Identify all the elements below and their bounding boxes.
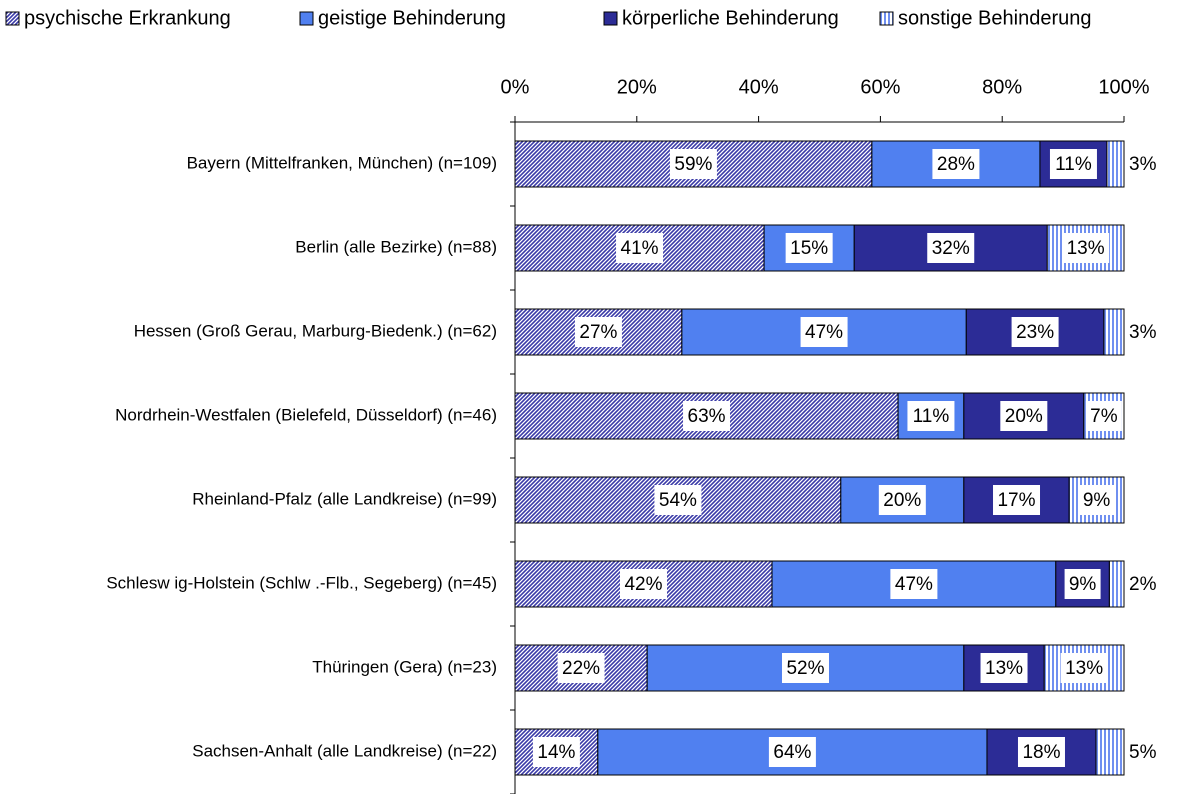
value-label: 11% (913, 406, 950, 427)
value-label: 13% (1067, 238, 1105, 259)
category-label: Sachsen-Anhalt (alle Landkreise) (n=22) (192, 741, 497, 760)
label-box (785, 233, 833, 263)
value-label: 27% (579, 322, 617, 343)
label-box (669, 149, 717, 179)
category-label: Bayern (Mittelfranken, München) (n=109) (187, 153, 497, 172)
label-box (1064, 569, 1101, 599)
label-box (557, 653, 605, 683)
value-label: 59% (674, 154, 712, 175)
legend-swatch (879, 11, 894, 26)
value-label: 64% (773, 742, 811, 763)
label-box (1011, 317, 1059, 347)
label-box (532, 737, 580, 767)
value-label: 52% (786, 658, 824, 679)
value-label: 17% (997, 490, 1035, 511)
label-box (1060, 653, 1108, 683)
x-tick-label: 60% (860, 76, 900, 98)
value-label: 18% (1022, 742, 1060, 763)
value-label: 3% (1129, 322, 1157, 343)
label-box (683, 401, 731, 431)
value-label: 22% (562, 658, 600, 679)
label-box (993, 485, 1041, 515)
value-label: 7% (1090, 406, 1118, 427)
legend-label: sonstige Behinderung (898, 7, 1091, 29)
value-label: 14% (537, 742, 575, 763)
label-box (1085, 401, 1122, 431)
value-label: 2% (1129, 574, 1157, 595)
label-box (616, 233, 664, 263)
x-tick-label: 20% (617, 76, 657, 98)
value-label: 13% (1065, 658, 1103, 679)
x-tick-label: 0% (501, 76, 530, 98)
label-box (1017, 737, 1065, 767)
value-label: 5% (1129, 742, 1157, 763)
label-box (932, 149, 980, 179)
value-label: 42% (624, 574, 662, 595)
label-box (927, 233, 975, 263)
label-box (619, 569, 667, 599)
label-box (907, 401, 955, 431)
x-tick-label: 100% (1098, 76, 1149, 98)
value-label: 54% (659, 490, 697, 511)
value-label: 15% (790, 238, 828, 259)
bar-segment (1095, 728, 1125, 776)
bar-segment (1108, 560, 1125, 608)
value-label: 9% (1083, 490, 1111, 511)
value-label: 3% (1129, 154, 1157, 175)
legend-swatch (5, 11, 20, 26)
label-box (878, 485, 926, 515)
legend-label: psychische Erkrankung (24, 7, 231, 29)
bar-segment (1103, 308, 1125, 356)
value-label: 47% (805, 322, 843, 343)
category-label: Berlin (alle Bezirke) (n=88) (295, 237, 497, 256)
value-label: 13% (985, 658, 1023, 679)
category-label: Hessen (Groß Gerau, Marburg-Biedenk.) (n… (134, 321, 497, 340)
value-label: 23% (1016, 322, 1054, 343)
label-box (800, 317, 848, 347)
legend-swatch (299, 11, 314, 26)
label-box (890, 569, 938, 599)
legend-label: körperliche Behinderung (622, 7, 839, 29)
x-tick-label: 80% (982, 76, 1022, 98)
value-label: 20% (883, 490, 921, 511)
value-label: 41% (621, 238, 659, 259)
label-box (1078, 485, 1115, 515)
x-tick-label: 40% (739, 76, 779, 98)
label-box (654, 485, 702, 515)
value-label: 47% (895, 574, 933, 595)
value-label: 9% (1069, 574, 1097, 595)
category-label: Schlesw ig-Holstein (Schlw .-Flb., Segeb… (106, 573, 497, 592)
label-box (980, 653, 1028, 683)
category-label: Rheinland-Pfalz (alle Landkreise) (n=99) (192, 489, 497, 508)
label-box (781, 653, 829, 683)
label-box (768, 737, 816, 767)
category-label: Nordrhein-Westfalen (Bielefeld, Düsseldo… (115, 405, 497, 424)
value-label: 20% (1005, 406, 1043, 427)
label-box (1049, 149, 1097, 179)
value-label: 63% (688, 406, 726, 427)
value-label: 28% (937, 154, 975, 175)
value-label: 32% (932, 238, 970, 259)
legend-swatch (603, 11, 618, 26)
label-box (1062, 233, 1110, 263)
value-label: 11% (1055, 154, 1092, 175)
category-label: Thüringen (Gera) (n=23) (312, 657, 497, 676)
label-box (574, 317, 622, 347)
bar-segment (1106, 140, 1125, 188)
label-box (1000, 401, 1048, 431)
legend-label: geistige Behinderung (318, 7, 506, 29)
